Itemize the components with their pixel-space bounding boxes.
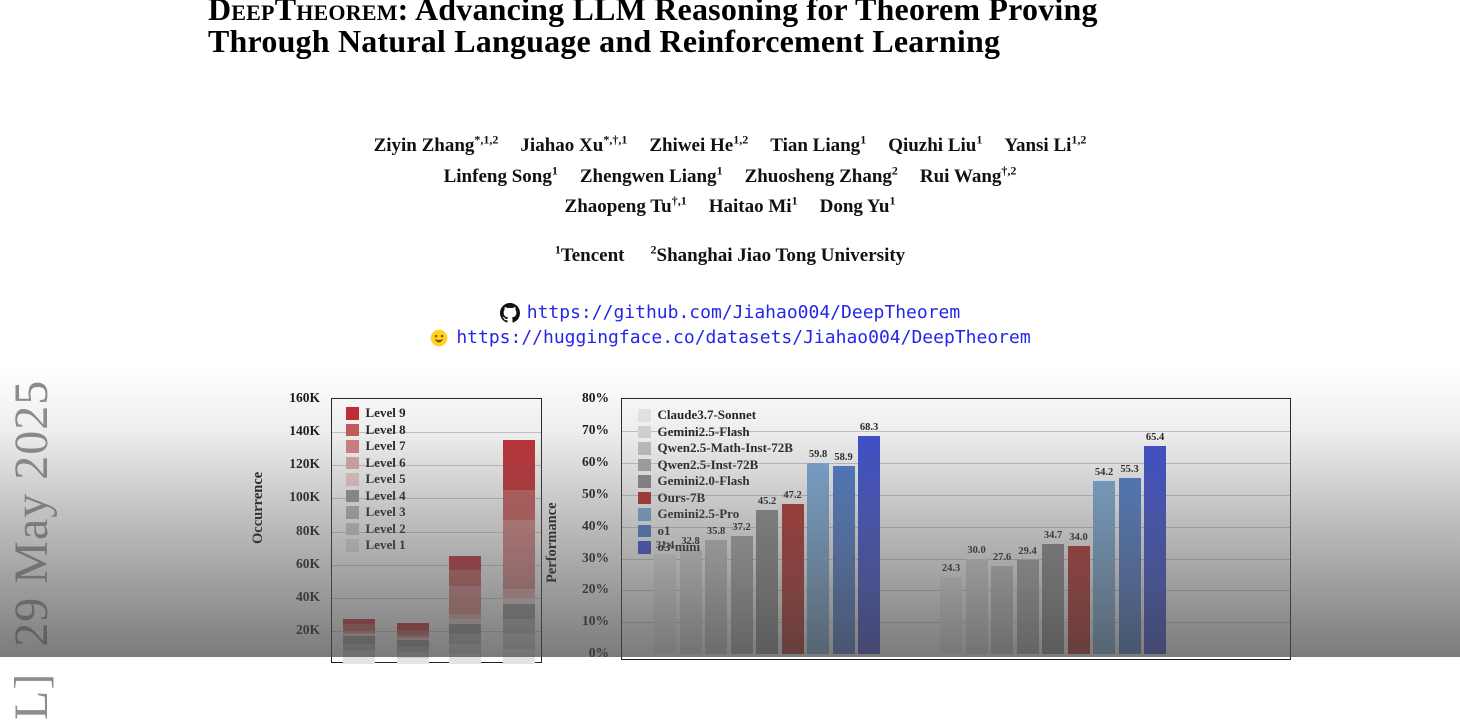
- legend-label: Gemini2.0-Flash: [657, 473, 750, 489]
- legend-label: Qwen2.5-Inst-72B: [657, 456, 759, 472]
- legend-row: Level 1: [346, 537, 406, 553]
- legend-label: Level 5: [365, 471, 406, 487]
- legend-label: Level 4: [365, 487, 406, 503]
- bar-o3-mini: [858, 436, 880, 655]
- bar-Gemini2.5-Flash: [965, 558, 988, 655]
- legend-label: Level 3: [365, 504, 406, 520]
- legend-label: Level 1: [365, 537, 406, 553]
- legend-row: Gemini2.5-Flash: [638, 423, 793, 439]
- y-tick-label: 80%: [582, 390, 609, 405]
- legend-swatch: [638, 524, 651, 537]
- legend-swatch: [346, 407, 359, 420]
- legend-swatch: [638, 425, 651, 438]
- bar-value-label: 24.3: [941, 562, 961, 574]
- legend-label: Gemini2.5-Pro: [657, 506, 740, 522]
- occurrence-legend: Level 9 Level 8 Level 7 Level 6 Level 5 Level…: [346, 405, 406, 556]
- bar-segment: [343, 657, 375, 664]
- bar-value-label: 58.9: [834, 452, 853, 464]
- legend-swatch: [638, 409, 651, 422]
- legend-label: Ours-7B: [657, 489, 706, 505]
- legend-row: Level 8: [346, 421, 406, 437]
- bar-segment: [397, 658, 429, 664]
- legend-label: Level 7: [365, 438, 406, 454]
- y-tick-label: 70%: [582, 421, 609, 437]
- y-tick-label: 50%: [582, 485, 609, 501]
- y-tick-label: 60%: [582, 453, 609, 469]
- legend-swatch: [638, 442, 651, 455]
- legend-swatch: [638, 458, 651, 471]
- performance-axis-label: Performance: [544, 502, 560, 583]
- legend-row: Level 3: [346, 504, 406, 520]
- legend-row: Level 9: [346, 405, 406, 421]
- legend-row: Level 4: [346, 487, 406, 503]
- legend-swatch: [346, 506, 359, 519]
- y-tick-label: 0%: [588, 645, 609, 661]
- performance-plot-area: 31.4 24.3 32.8 30.0 35.8 27.6 37.2 29.4 45.2 34.7…: [621, 398, 1291, 660]
- y-tick-label: 30%: [582, 549, 609, 565]
- legend-label: Qwen2.5-Math-Inst-72B: [657, 440, 793, 456]
- legend-row: Level 2: [346, 520, 406, 536]
- y-tick-label: 10%: [582, 613, 609, 629]
- bar-Gemini2.5-Pro: [807, 463, 829, 655]
- bar-Claude3.7-Sonnet: [940, 576, 962, 655]
- bar-Qwen2.5-Math-Inst-72B: [991, 566, 1013, 655]
- y-tick-label: 40%: [582, 517, 609, 533]
- bar-value-label: 37.2: [732, 521, 751, 533]
- legend-label: Gemini2.5-Flash: [657, 423, 750, 439]
- legend-label: Level 2: [365, 520, 406, 536]
- bar-Claude3.7-Sonnet: [654, 554, 676, 655]
- legend-row: Qwen2.5-Math-Inst-72B: [638, 440, 793, 456]
- legend-label: Level 9: [365, 405, 406, 421]
- legend-swatch: [346, 522, 359, 535]
- legend-swatch: [638, 475, 651, 488]
- bar-Ours-7B: [1067, 545, 1090, 655]
- legend-swatch: [346, 473, 359, 486]
- bar-Qwen2.5-Inst-72B: [1016, 560, 1039, 655]
- bar-o1: [832, 466, 855, 655]
- legend-row: Level 7: [346, 438, 406, 454]
- bar-o1: [1118, 477, 1141, 655]
- bar-value-label: 47.2: [783, 489, 802, 501]
- bar-o3-mini: [1144, 445, 1166, 655]
- legend-label: Level 6: [365, 454, 406, 470]
- legend-label: Claude3.7-Sonnet: [657, 407, 757, 423]
- legend-row: Claude3.7-Sonnet: [638, 407, 793, 423]
- bar-Gemini2.5-Flash: [679, 549, 702, 655]
- legend-swatch: [346, 456, 359, 469]
- bar-value-label: 34.0: [1069, 531, 1088, 543]
- legend-swatch: [346, 423, 359, 436]
- legend-label: o1: [657, 522, 671, 538]
- bar-value-label: 55.3: [1120, 463, 1139, 475]
- bar-value-label: 29.4: [1018, 546, 1037, 558]
- legend-row: Gemini2.0-Flash: [638, 473, 793, 489]
- bar-value-label: 32.8: [681, 535, 700, 547]
- bar-Gemini2.0-Flash: [1042, 543, 1064, 655]
- legend-label: Level 8: [365, 421, 406, 437]
- legend-row: Level 5: [346, 471, 406, 487]
- legend-row: Level 6: [346, 454, 406, 470]
- legend-row: Gemini2.5-Pro: [638, 506, 793, 522]
- legend-row: Qwen2.5-Inst-72B: [638, 456, 793, 472]
- y-tick-label: 20%: [582, 581, 609, 597]
- legend-swatch: [638, 491, 651, 504]
- bar-Gemini2.5-Pro: [1093, 481, 1115, 655]
- bar-value-label: 65.4: [1145, 431, 1165, 443]
- performance-chart: Performance 80% 70% 60% 50% 40% 30% 20% 10% 0% 31.…: [544, 390, 1291, 660]
- legend-swatch: [346, 489, 359, 502]
- legend-swatch: [346, 440, 359, 453]
- legend-swatch: [346, 539, 359, 552]
- legend-swatch: [638, 508, 651, 521]
- bar-value-label: 68.3: [859, 422, 879, 434]
